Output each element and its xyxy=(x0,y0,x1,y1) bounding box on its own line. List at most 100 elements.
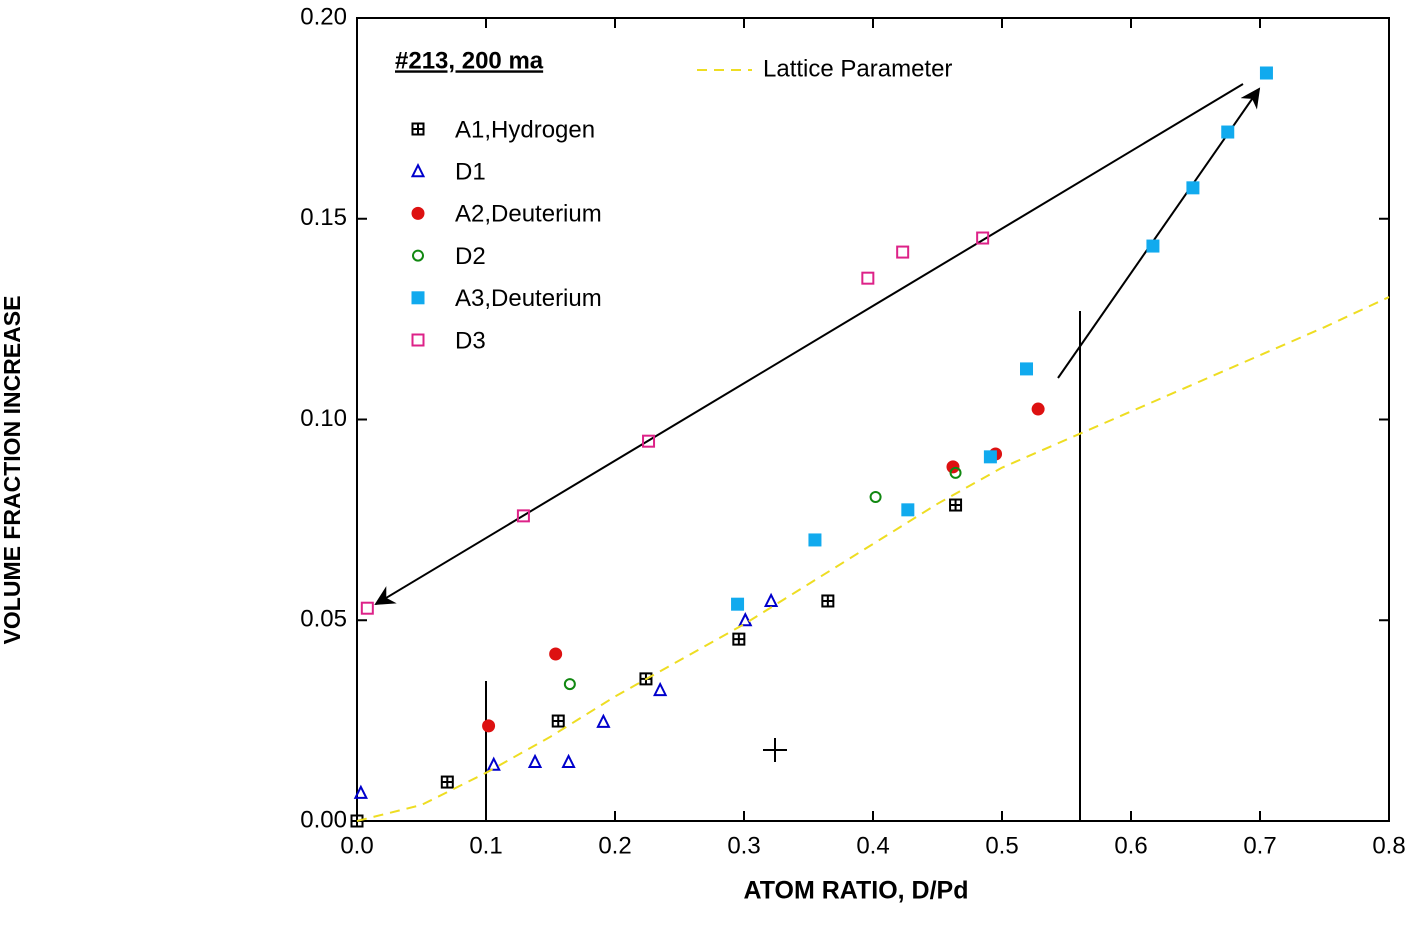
marker-shape xyxy=(411,333,425,347)
marker-shape xyxy=(950,499,962,511)
data-point xyxy=(763,592,779,607)
y-tick-label: 0.15 xyxy=(300,204,347,231)
marker-shape xyxy=(738,612,753,627)
marker-shape xyxy=(441,776,453,788)
x-tick-label: 0.2 xyxy=(598,832,631,859)
data-point xyxy=(976,231,990,245)
x-axis-label: ATOM RATIO, D/Pd xyxy=(744,877,969,905)
data-point xyxy=(1259,66,1273,80)
marker-shape xyxy=(642,434,656,448)
marker-shape xyxy=(486,756,501,771)
marker-shape xyxy=(552,715,564,727)
data-point xyxy=(1031,402,1045,416)
y-tick-label: 0.10 xyxy=(300,405,347,432)
data-point xyxy=(738,612,753,627)
marker-shape xyxy=(561,753,576,768)
legend-label: Lattice Parameter xyxy=(763,55,952,82)
marker-shape xyxy=(896,245,910,259)
data-point xyxy=(732,632,746,646)
marker-shape xyxy=(808,533,822,547)
legend-marker xyxy=(410,162,426,178)
data-point xyxy=(642,434,656,448)
marker-shape xyxy=(1020,362,1034,376)
marker-shape xyxy=(1186,181,1200,195)
marker-shape xyxy=(949,466,962,479)
marker-shape xyxy=(527,753,543,768)
legend-marker xyxy=(411,291,425,305)
data-point xyxy=(486,756,501,771)
marker-shape xyxy=(516,509,530,523)
data-point xyxy=(653,681,668,697)
marker-shape xyxy=(412,123,424,135)
marker-shape xyxy=(983,450,997,464)
data-point xyxy=(549,647,563,661)
legend-marker xyxy=(411,122,425,136)
data-point xyxy=(983,450,997,464)
marker-shape xyxy=(653,681,668,697)
legend-label: D2 xyxy=(455,243,486,270)
marker-shape xyxy=(1031,402,1045,416)
data-point xyxy=(482,719,496,733)
marker-shape xyxy=(822,595,834,607)
marker-shape xyxy=(901,503,915,517)
marker-shape xyxy=(763,592,779,607)
marker-shape xyxy=(733,633,745,645)
y-tick-label: 0.05 xyxy=(300,606,347,633)
data-point xyxy=(551,714,565,728)
x-tick-label: 0.6 xyxy=(1114,832,1147,859)
data-point xyxy=(1146,239,1160,253)
x-tick-label: 0.1 xyxy=(469,832,502,859)
x-tick-label: 0.3 xyxy=(727,832,760,859)
data-point xyxy=(516,509,530,523)
data-point xyxy=(353,784,368,799)
marker-shape xyxy=(482,719,496,733)
data-point xyxy=(731,597,745,611)
marker-shape xyxy=(353,784,368,799)
marker-shape xyxy=(731,597,745,611)
legend-label: A1,Hydrogen xyxy=(455,116,595,143)
marker-shape xyxy=(549,647,563,661)
legend-marker xyxy=(411,333,425,347)
marker-shape xyxy=(1146,239,1160,253)
legend-label: D1 xyxy=(455,159,486,186)
data-point xyxy=(360,601,374,615)
marker-shape xyxy=(412,249,424,262)
data-point xyxy=(1186,181,1200,195)
data-point xyxy=(869,490,882,503)
data-point xyxy=(596,713,611,728)
data-point xyxy=(946,460,960,474)
legend-label: D3 xyxy=(455,327,486,354)
data-point xyxy=(440,775,454,789)
lattice-line xyxy=(356,296,1390,822)
marker-shape xyxy=(411,206,425,220)
marker-shape xyxy=(869,490,882,503)
x-tick-label: 0.0 xyxy=(340,832,373,859)
data-point xyxy=(821,594,835,608)
x-tick-label: 0.7 xyxy=(1243,832,1276,859)
data-point xyxy=(1020,362,1034,376)
data-point xyxy=(901,503,915,517)
annotation: #213, 200 ma xyxy=(395,47,544,74)
data-point xyxy=(527,753,543,768)
data-point xyxy=(563,678,576,691)
marker-shape xyxy=(976,231,990,245)
marker-shape xyxy=(563,678,576,691)
marker-shape xyxy=(411,291,425,305)
y-tick-label: 0.00 xyxy=(300,806,347,833)
legend-label: A2,Deuterium xyxy=(455,201,602,228)
data-point xyxy=(808,533,822,547)
marker-shape xyxy=(596,713,611,728)
marker-shape xyxy=(946,460,960,474)
data-point xyxy=(949,466,962,479)
marker-shape xyxy=(1259,66,1273,80)
y-axis-label: VOLUME FRACTION INCREASE xyxy=(0,296,25,645)
y-tick-label: 0.20 xyxy=(300,3,347,30)
data-point xyxy=(949,498,963,512)
legend-marker xyxy=(412,249,424,262)
x-tick-label: 0.8 xyxy=(1372,832,1405,859)
legend-label: A3,Deuterium xyxy=(455,285,602,312)
x-tick-label: 0.5 xyxy=(985,832,1018,859)
marker-shape xyxy=(360,601,374,615)
data-point xyxy=(561,753,576,768)
